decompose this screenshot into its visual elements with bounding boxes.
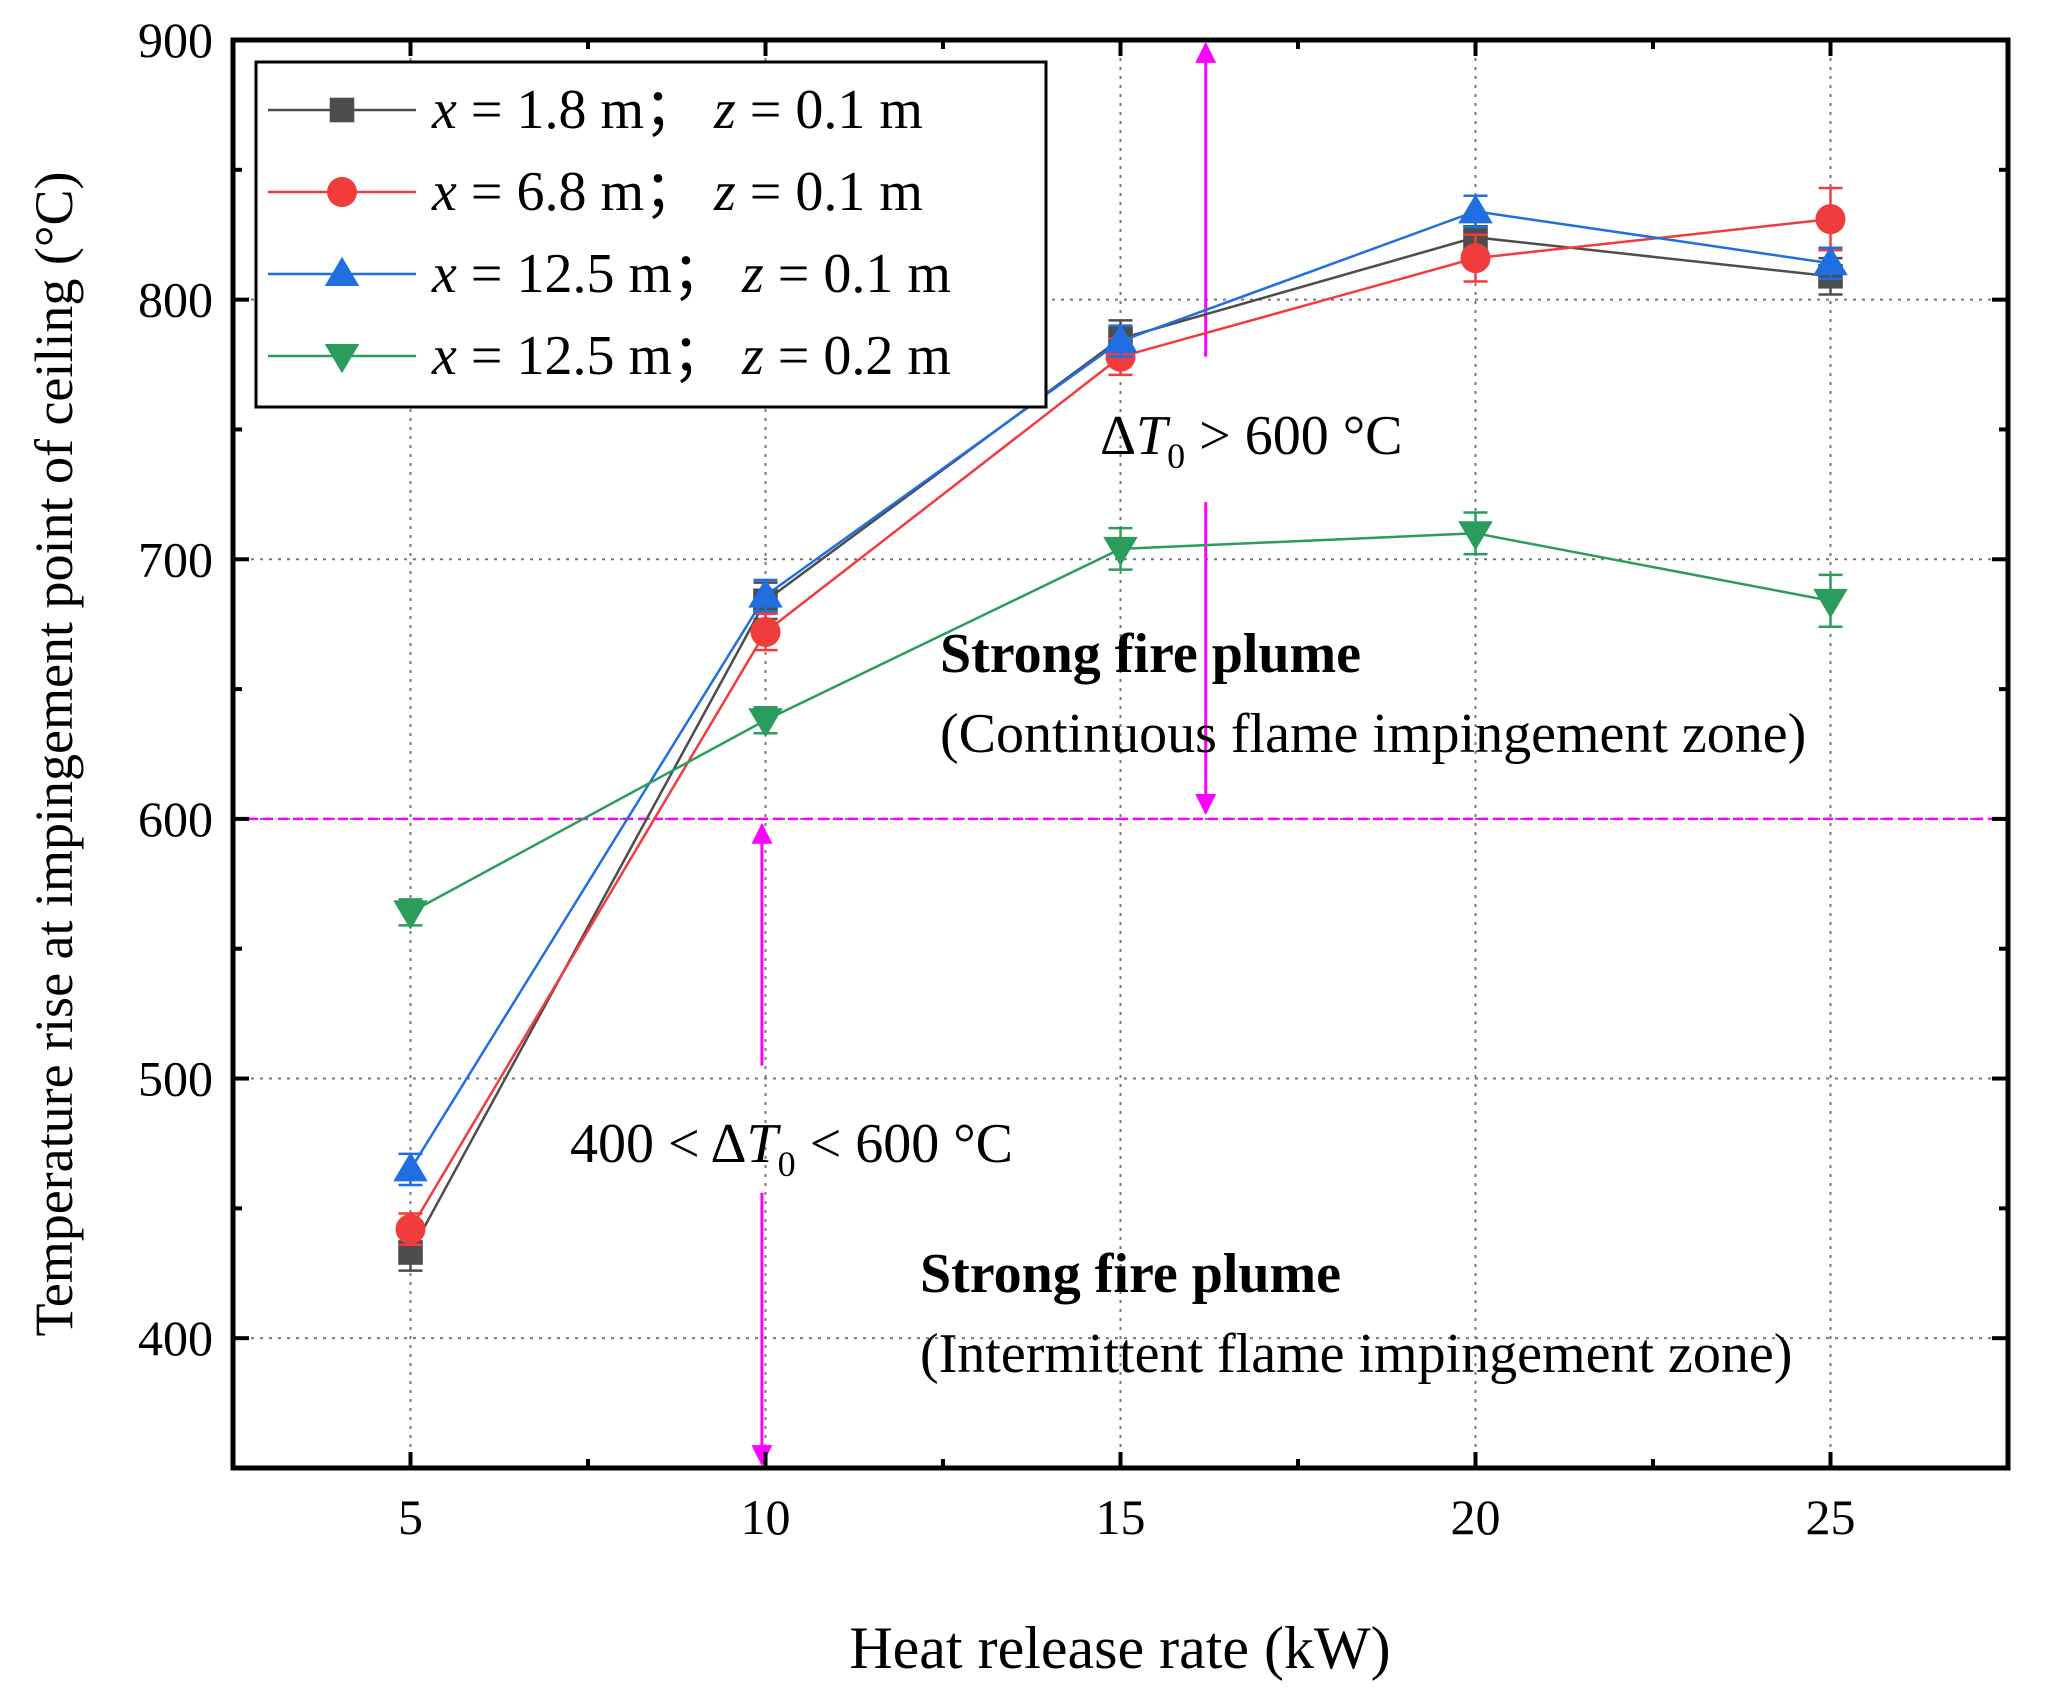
data-point bbox=[750, 616, 781, 647]
y-tick-label: 600 bbox=[138, 791, 213, 847]
y-tick-label: 800 bbox=[138, 272, 213, 328]
legend-item-4: x = 12.5 m； z = 0.2 m bbox=[268, 325, 951, 387]
data-point bbox=[1103, 536, 1138, 567]
annotations: ΔT0 > 600 °C 400 < ΔT0 < 600 °C Strong fir… bbox=[570, 405, 1806, 1385]
x-tick-label: 20 bbox=[1451, 1489, 1501, 1545]
data-point bbox=[1813, 588, 1848, 619]
legend-box bbox=[254, 60, 1048, 409]
legend-item-1: x = 1.8 m； z = 0.1 m bbox=[268, 79, 923, 141]
legend: x = 1.8 m； z = 0.1 m x = 6.8 m； z = 0.1 m… bbox=[254, 60, 1048, 409]
x-tick-label: 5 bbox=[398, 1489, 423, 1545]
axes: 5 10 15 20 25 400 500 600 700 800 900 bbox=[138, 12, 2011, 1545]
y-tick-label: 900 bbox=[138, 12, 213, 68]
x-axis-label: Heat release rate (kW) bbox=[849, 1615, 1390, 1681]
legend-label: x = 12.5 m； z = 0.1 m bbox=[431, 243, 951, 305]
data-point bbox=[329, 97, 355, 123]
x-tick-label: 10 bbox=[741, 1489, 791, 1545]
lower-zone-title: Strong fire plume bbox=[920, 1243, 1341, 1305]
y-tick-label: 700 bbox=[138, 531, 213, 587]
data-point bbox=[748, 708, 783, 738]
data-point bbox=[324, 256, 360, 286]
series-3 bbox=[393, 194, 1848, 1187]
lower-delta-annotation: 400 < ΔT0 < 600 °C bbox=[570, 1113, 1013, 1184]
legend-label: x = 6.8 m； z = 0.1 m bbox=[431, 161, 923, 223]
series-4 bbox=[393, 511, 1848, 930]
data-point bbox=[393, 1152, 428, 1182]
range-arrows bbox=[751, 41, 1217, 1467]
data-point bbox=[1813, 246, 1848, 276]
data-point bbox=[324, 344, 360, 374]
legend-label: x = 12.5 m； z = 0.2 m bbox=[431, 325, 951, 387]
y-tick-label: 400 bbox=[138, 1310, 213, 1366]
legend-label: x = 1.8 m； z = 0.1 m bbox=[431, 79, 923, 141]
data-point bbox=[1458, 521, 1493, 551]
data-point bbox=[748, 578, 783, 608]
upper-zone-title: Strong fire plume bbox=[940, 623, 1361, 685]
lower-zone-subtitle: (Intermittent flame impingement zone) bbox=[920, 1323, 1792, 1385]
upper-zone-subtitle: (Continuous flame impingement zone) bbox=[940, 703, 1806, 765]
data-point bbox=[393, 900, 428, 930]
data-point bbox=[395, 1214, 426, 1245]
data-series bbox=[393, 186, 1848, 1272]
data-point bbox=[1103, 323, 1138, 354]
data-point bbox=[1460, 243, 1491, 274]
legend-item-3: x = 12.5 m； z = 0.1 m bbox=[268, 243, 951, 305]
x-tick-label: 25 bbox=[1806, 1489, 1856, 1545]
legend-item-2: x = 6.8 m； z = 0.1 m bbox=[268, 161, 923, 223]
data-point bbox=[1458, 194, 1493, 224]
upper-delta-annotation: ΔT0 > 600 °C bbox=[1100, 405, 1403, 476]
x-tick-label: 15 bbox=[1096, 1489, 1146, 1545]
data-point bbox=[1815, 204, 1846, 235]
data-point bbox=[327, 177, 357, 207]
y-tick-label: 500 bbox=[138, 1051, 213, 1107]
y-axis-label: Temperature rise at impingement point of… bbox=[24, 172, 84, 1337]
